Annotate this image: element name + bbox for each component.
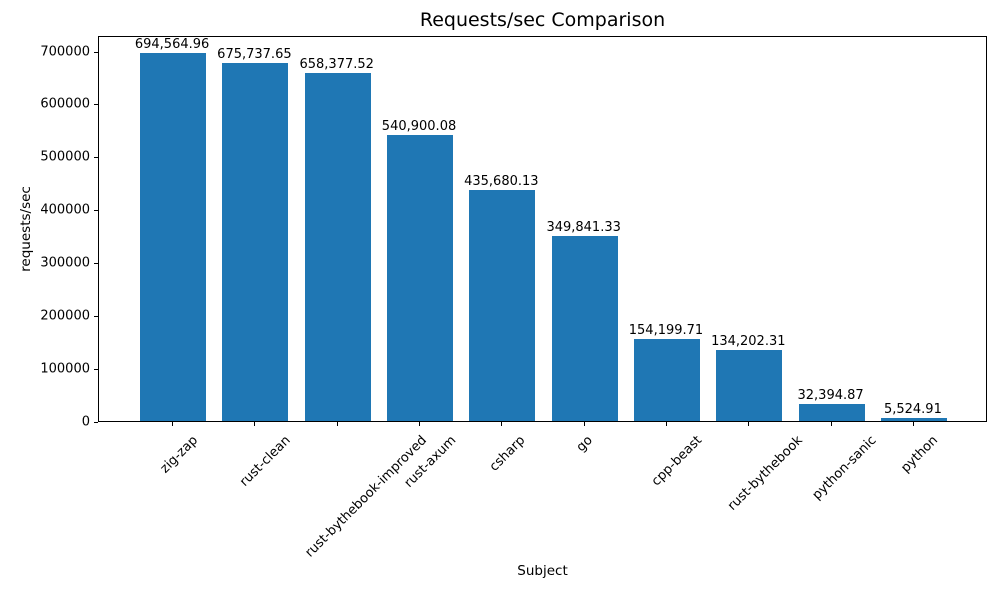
y-tick-mark: [94, 51, 98, 53]
x-tick-label: rust-clean: [236, 433, 294, 490]
bar-zig-zap: [140, 53, 206, 421]
bar-rust-axum: [387, 134, 453, 421]
x-tick-mark: [748, 422, 750, 426]
y-tick-label: 600000: [40, 96, 90, 112]
x-tick-mark: [583, 422, 585, 426]
plot-area: [98, 36, 987, 422]
x-tick-label: rust-bythebook-improved: [302, 433, 431, 561]
y-tick-label: 200000: [40, 308, 90, 324]
bar-value-label: 134,202.31: [711, 333, 786, 349]
x-tick-mark: [336, 422, 338, 426]
bar-cpp-beast: [634, 339, 700, 421]
chart-title: Requests/sec Comparison: [419, 9, 666, 31]
y-tick-mark: [94, 369, 98, 371]
bar-value-label: 540,900.08: [381, 118, 457, 134]
bar-python: [880, 418, 947, 421]
bar-value-label: 5,524.91: [883, 402, 942, 418]
x-tick-mark: [419, 422, 421, 426]
y-tick-label: 300000: [40, 255, 90, 271]
x-tick-mark: [830, 422, 832, 426]
y-tick-mark: [94, 157, 98, 159]
bar-rust-bythebook: [716, 349, 783, 421]
x-tick-mark: [254, 422, 256, 426]
x-tick-label: rust-bythebook: [725, 433, 806, 514]
bar-value-label: 658,377.52: [299, 56, 374, 72]
x-tick-label: zig-zap: [157, 433, 202, 477]
x-axis-label: Subject: [517, 563, 568, 579]
x-tick-label: csharp: [487, 433, 529, 475]
y-tick-mark: [94, 104, 98, 106]
bar-rust-bythebook-improved: [304, 72, 371, 421]
bar-value-label: 435,680.13: [464, 174, 539, 190]
bar-csharp: [469, 190, 536, 421]
y-tick-mark: [94, 263, 98, 265]
y-tick-label: 0: [81, 414, 90, 430]
x-tick-mark: [912, 422, 914, 426]
x-tick-label: python-sanic: [809, 433, 880, 503]
x-tick-mark: [172, 422, 174, 426]
bar-go: [551, 235, 618, 421]
x-tick-mark: [665, 422, 667, 426]
x-tick-label: python: [898, 433, 942, 476]
bar-value-label: 154,199.71: [628, 323, 704, 339]
y-tick-mark: [94, 316, 98, 318]
y-tick-mark: [94, 422, 98, 423]
y-tick-label: 100000: [40, 361, 90, 377]
y-tick-label: 500000: [40, 149, 90, 165]
bar-value-label: 694,564.96: [134, 37, 210, 53]
x-tick-label: cpp-beast: [648, 433, 705, 490]
x-tick-mark: [501, 422, 503, 426]
bar-rust-clean: [222, 63, 289, 421]
bar-python-sanic: [798, 403, 865, 421]
y-tick-label: 400000: [40, 202, 90, 218]
y-tick-label: 700000: [40, 44, 90, 59]
bar-value-label: 675,737.65: [217, 47, 292, 63]
bar-value-label: 32,394.87: [797, 387, 864, 403]
x-tick-label: go: [574, 433, 597, 456]
y-tick-mark: [94, 210, 98, 212]
bar-value-label: 349,841.33: [546, 219, 621, 235]
